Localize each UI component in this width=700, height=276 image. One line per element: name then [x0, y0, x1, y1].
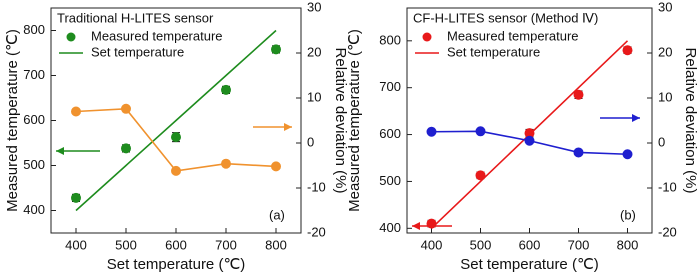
- data-point: [221, 84, 231, 95]
- data-point: [475, 170, 486, 181]
- data-point: [622, 45, 633, 56]
- arrow-head: [56, 147, 64, 155]
- legend-label: Set temperature: [447, 44, 540, 59]
- y-tick-label: 500: [379, 173, 401, 188]
- y-tick-label: 700: [379, 79, 401, 94]
- data-point: [271, 44, 281, 55]
- data-point: [71, 106, 81, 117]
- data-point: [221, 158, 231, 169]
- arrow-head: [284, 123, 292, 131]
- data-point: [71, 192, 81, 203]
- data-point: [475, 126, 486, 137]
- y-axis-label: Measured temperature (℃): [346, 29, 363, 212]
- panel-annotation: (a): [269, 207, 285, 222]
- data-point: [271, 161, 281, 172]
- legend-label: Measured temperature: [447, 28, 579, 43]
- legend-marker: [422, 32, 432, 42]
- y2-tick-label: 10: [307, 89, 321, 104]
- y2-tick-label: 30: [658, 0, 672, 14]
- y2-tick-label: -20: [307, 224, 326, 239]
- series-line: [430, 40, 629, 229]
- legend-label: Measured temperature: [91, 28, 223, 43]
- x-tick-label: 600: [519, 237, 541, 252]
- panel-annotation: (b): [620, 207, 636, 222]
- y2-tick-label: 20: [658, 44, 672, 59]
- y2-axis-label: Relative deviation (%): [332, 48, 349, 194]
- x-tick-label: 500: [115, 237, 137, 252]
- arrow-head: [412, 222, 420, 230]
- y-tick-label: 600: [379, 126, 401, 141]
- x-tick-label: 600: [165, 237, 187, 252]
- x-axis-label: Set temperature (℃): [107, 256, 246, 273]
- data-point: [622, 149, 633, 160]
- y2-tick-label: 10: [658, 89, 672, 104]
- data-point: [121, 143, 131, 154]
- y-tick-label: 500: [23, 157, 45, 172]
- x-tick-label: 700: [568, 237, 590, 252]
- data-point: [573, 89, 584, 100]
- y-tick-label: 600: [23, 112, 45, 127]
- y-tick-label: 800: [23, 22, 45, 37]
- x-tick-label: 700: [215, 237, 237, 252]
- panel-title: CF-H-LITES sensor (Method Ⅳ): [413, 10, 598, 25]
- x-tick-label: 800: [265, 237, 287, 252]
- data-point: [171, 165, 181, 176]
- data-point: [426, 126, 437, 137]
- data-point: [573, 147, 584, 158]
- series-line: [75, 29, 277, 212]
- y2-tick-label: -20: [658, 224, 677, 239]
- y2-tick-label: -10: [658, 179, 677, 194]
- panel-title: Traditional H-LITES sensor: [57, 10, 214, 25]
- y2-tick-label: 0: [658, 134, 665, 149]
- y2-tick-label: -10: [307, 179, 326, 194]
- y-tick-label: 700: [23, 67, 45, 82]
- x-axis-label: Set temperature (℃): [460, 256, 599, 273]
- y-tick-label: 800: [379, 32, 401, 47]
- data-point: [524, 135, 535, 146]
- legend-label: Set temperature: [91, 44, 184, 59]
- y-tick-label: 400: [23, 202, 45, 217]
- legend-marker: [66, 32, 76, 42]
- y2-axis-label: Relative deviation (%): [682, 48, 699, 194]
- data-point: [171, 132, 181, 143]
- y2-tick-label: 20: [307, 44, 321, 59]
- arrow-head: [632, 114, 640, 122]
- data-point: [121, 103, 131, 114]
- x-tick-label: 800: [617, 237, 639, 252]
- x-tick-label: 400: [65, 237, 87, 252]
- y-axis-label: Measured temperature (℃): [4, 29, 21, 212]
- x-tick-label: 500: [470, 237, 492, 252]
- y-tick-label: 400: [379, 220, 401, 235]
- x-tick-label: 400: [421, 237, 443, 252]
- y2-tick-label: 30: [307, 0, 321, 14]
- data-point: [426, 218, 437, 229]
- y2-tick-label: 0: [307, 134, 314, 149]
